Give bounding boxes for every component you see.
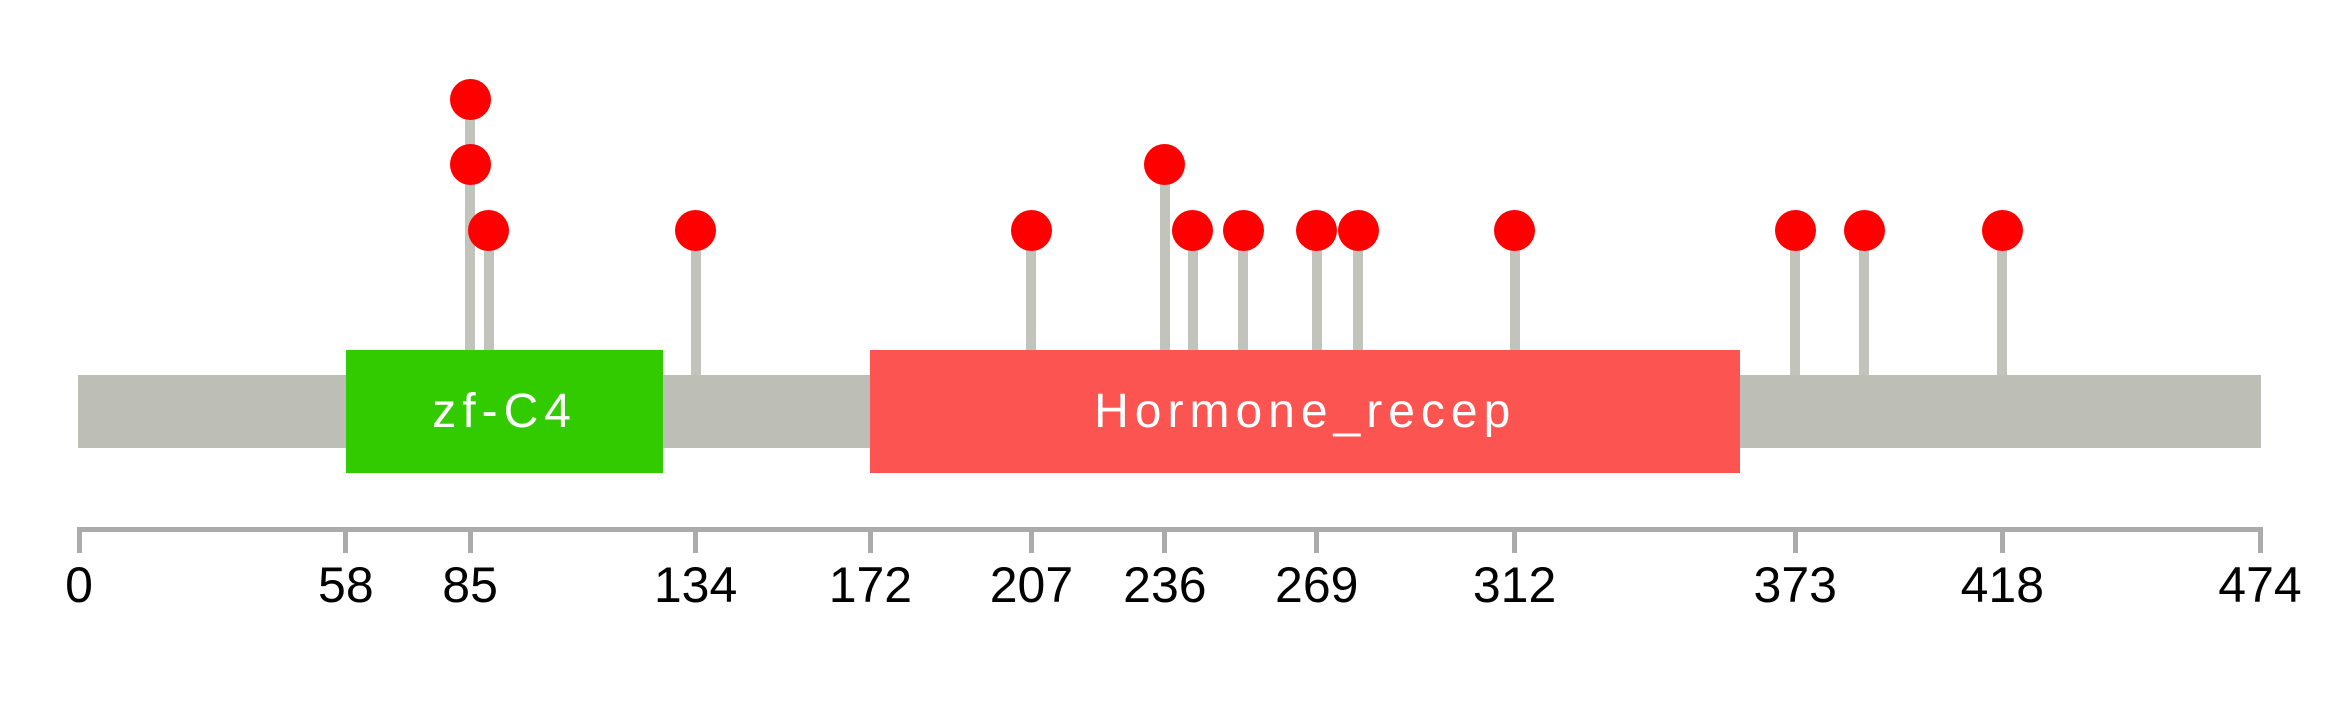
lollipop-stick: [1353, 230, 1364, 412]
axis-tick: [1314, 527, 1320, 553]
lollipop-circle: [1172, 209, 1213, 251]
lollipop-stick: [1859, 230, 1870, 412]
axis-tick-label: 269: [1275, 557, 1359, 613]
lollipop-circle: [675, 209, 717, 251]
axis-tick-label: 134: [653, 557, 738, 613]
axis-tick-label: 0: [65, 557, 93, 613]
lollipop-stick: [1509, 230, 1520, 412]
lollipop-stick: [1311, 230, 1322, 412]
axis-tick: [1792, 527, 1798, 553]
lollipop-stick: [465, 164, 476, 412]
lollipop-circle: [449, 78, 491, 120]
lollipop-circle: [1222, 209, 1264, 251]
axis-tick-label: 172: [828, 557, 913, 613]
lollipop-circle: [1010, 209, 1052, 251]
axis-tick: [867, 527, 873, 553]
axis-tick-label: 418: [1960, 557, 2045, 613]
axis-tick-label: 474: [2218, 557, 2302, 613]
axis-tick: [693, 527, 699, 553]
axis-tick-label: 236: [1123, 557, 1207, 613]
x-axis-line: [79, 527, 2260, 532]
lollipop-circle: [1337, 209, 1379, 251]
domain-label-hormone-recep: Hormone_recep: [1094, 384, 1517, 438]
lollipop-stick: [1026, 230, 1037, 412]
axis-tick-label: 85: [442, 557, 498, 613]
axis-tick: [1028, 527, 1034, 553]
axis-tick: [76, 527, 82, 553]
axis-tick: [2257, 527, 2263, 553]
domain-label-zf-c4: zf-C4: [432, 384, 577, 438]
axis-tick-label: 58: [318, 557, 374, 613]
axis-tick-label: 312: [1472, 557, 1557, 613]
lollipop-circle: [1296, 209, 1338, 251]
lollipop-stick: [690, 230, 701, 412]
axis-tick-label: 207: [989, 557, 1074, 613]
lollipop-circle: [1494, 209, 1536, 251]
lollipop-stick: [1187, 230, 1198, 412]
axis-tick-label: 373: [1753, 557, 1837, 613]
domain-box-hormone-recep: Hormone_recep: [870, 350, 1741, 473]
domain-box-zf-c4: zf-C4: [345, 350, 664, 473]
lollipop-circle: [1144, 144, 1186, 185]
lollipop-circle: [1774, 209, 1816, 251]
lollipop-stick: [1997, 230, 2008, 412]
axis-tick: [1512, 527, 1518, 553]
lollipop-stick: [1790, 230, 1801, 412]
lollipop-circle: [1843, 209, 1885, 251]
lollipop-stick: [1238, 230, 1249, 412]
lollipop-stick: [483, 230, 494, 412]
lollipop-stick: [1159, 164, 1170, 412]
axis-tick: [1999, 527, 2005, 553]
axis-tick: [343, 527, 349, 553]
axis-tick: [1162, 527, 1168, 553]
axis-tick: [467, 527, 473, 553]
lollipop-circle: [1981, 209, 2023, 251]
lollipop-circle: [449, 144, 491, 185]
lollipop-circle: [468, 209, 509, 251]
